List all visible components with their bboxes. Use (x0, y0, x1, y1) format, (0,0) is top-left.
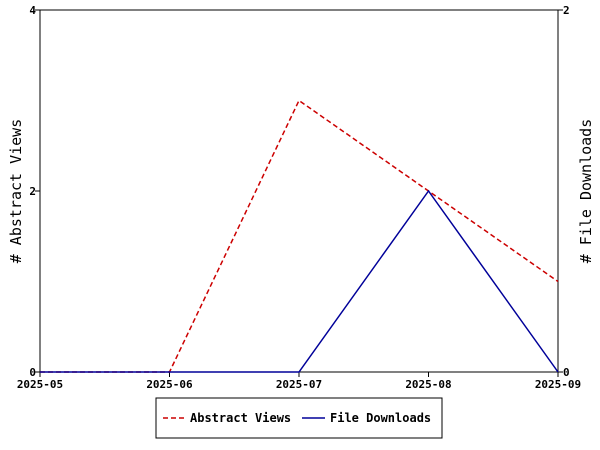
x-tick-label: 2025-07 (276, 378, 322, 391)
series-line-abstract-views (40, 99, 559, 373)
x-tick-label: 2025-08 (405, 378, 451, 391)
y-tick-label: 2 (29, 185, 36, 198)
y2-tick-label: 2 (563, 4, 570, 17)
legend-label-abstract-views: Abstract Views (190, 411, 291, 425)
series-lines (40, 99, 559, 373)
x-tick-label: 2025-09 (535, 378, 581, 391)
y2-axis-label: # File Downloads (577, 119, 595, 264)
x-tick-label: 2025-06 (146, 378, 193, 391)
y-tick-label: 0 (29, 366, 36, 379)
y2-tick-label: 0 (563, 366, 570, 379)
y-tick-label: 4 (29, 4, 36, 17)
x-tick-label: 2025-05 (17, 378, 63, 391)
plot-frame (39, 9, 559, 373)
legend-label-file-downloads: File Downloads (330, 411, 431, 425)
legend-box (155, 397, 443, 439)
legend: Abstract Views File Downloads (155, 397, 443, 439)
y-axis-label: # Abstract Views (7, 119, 25, 264)
series-line-file-downloads (40, 189, 559, 373)
